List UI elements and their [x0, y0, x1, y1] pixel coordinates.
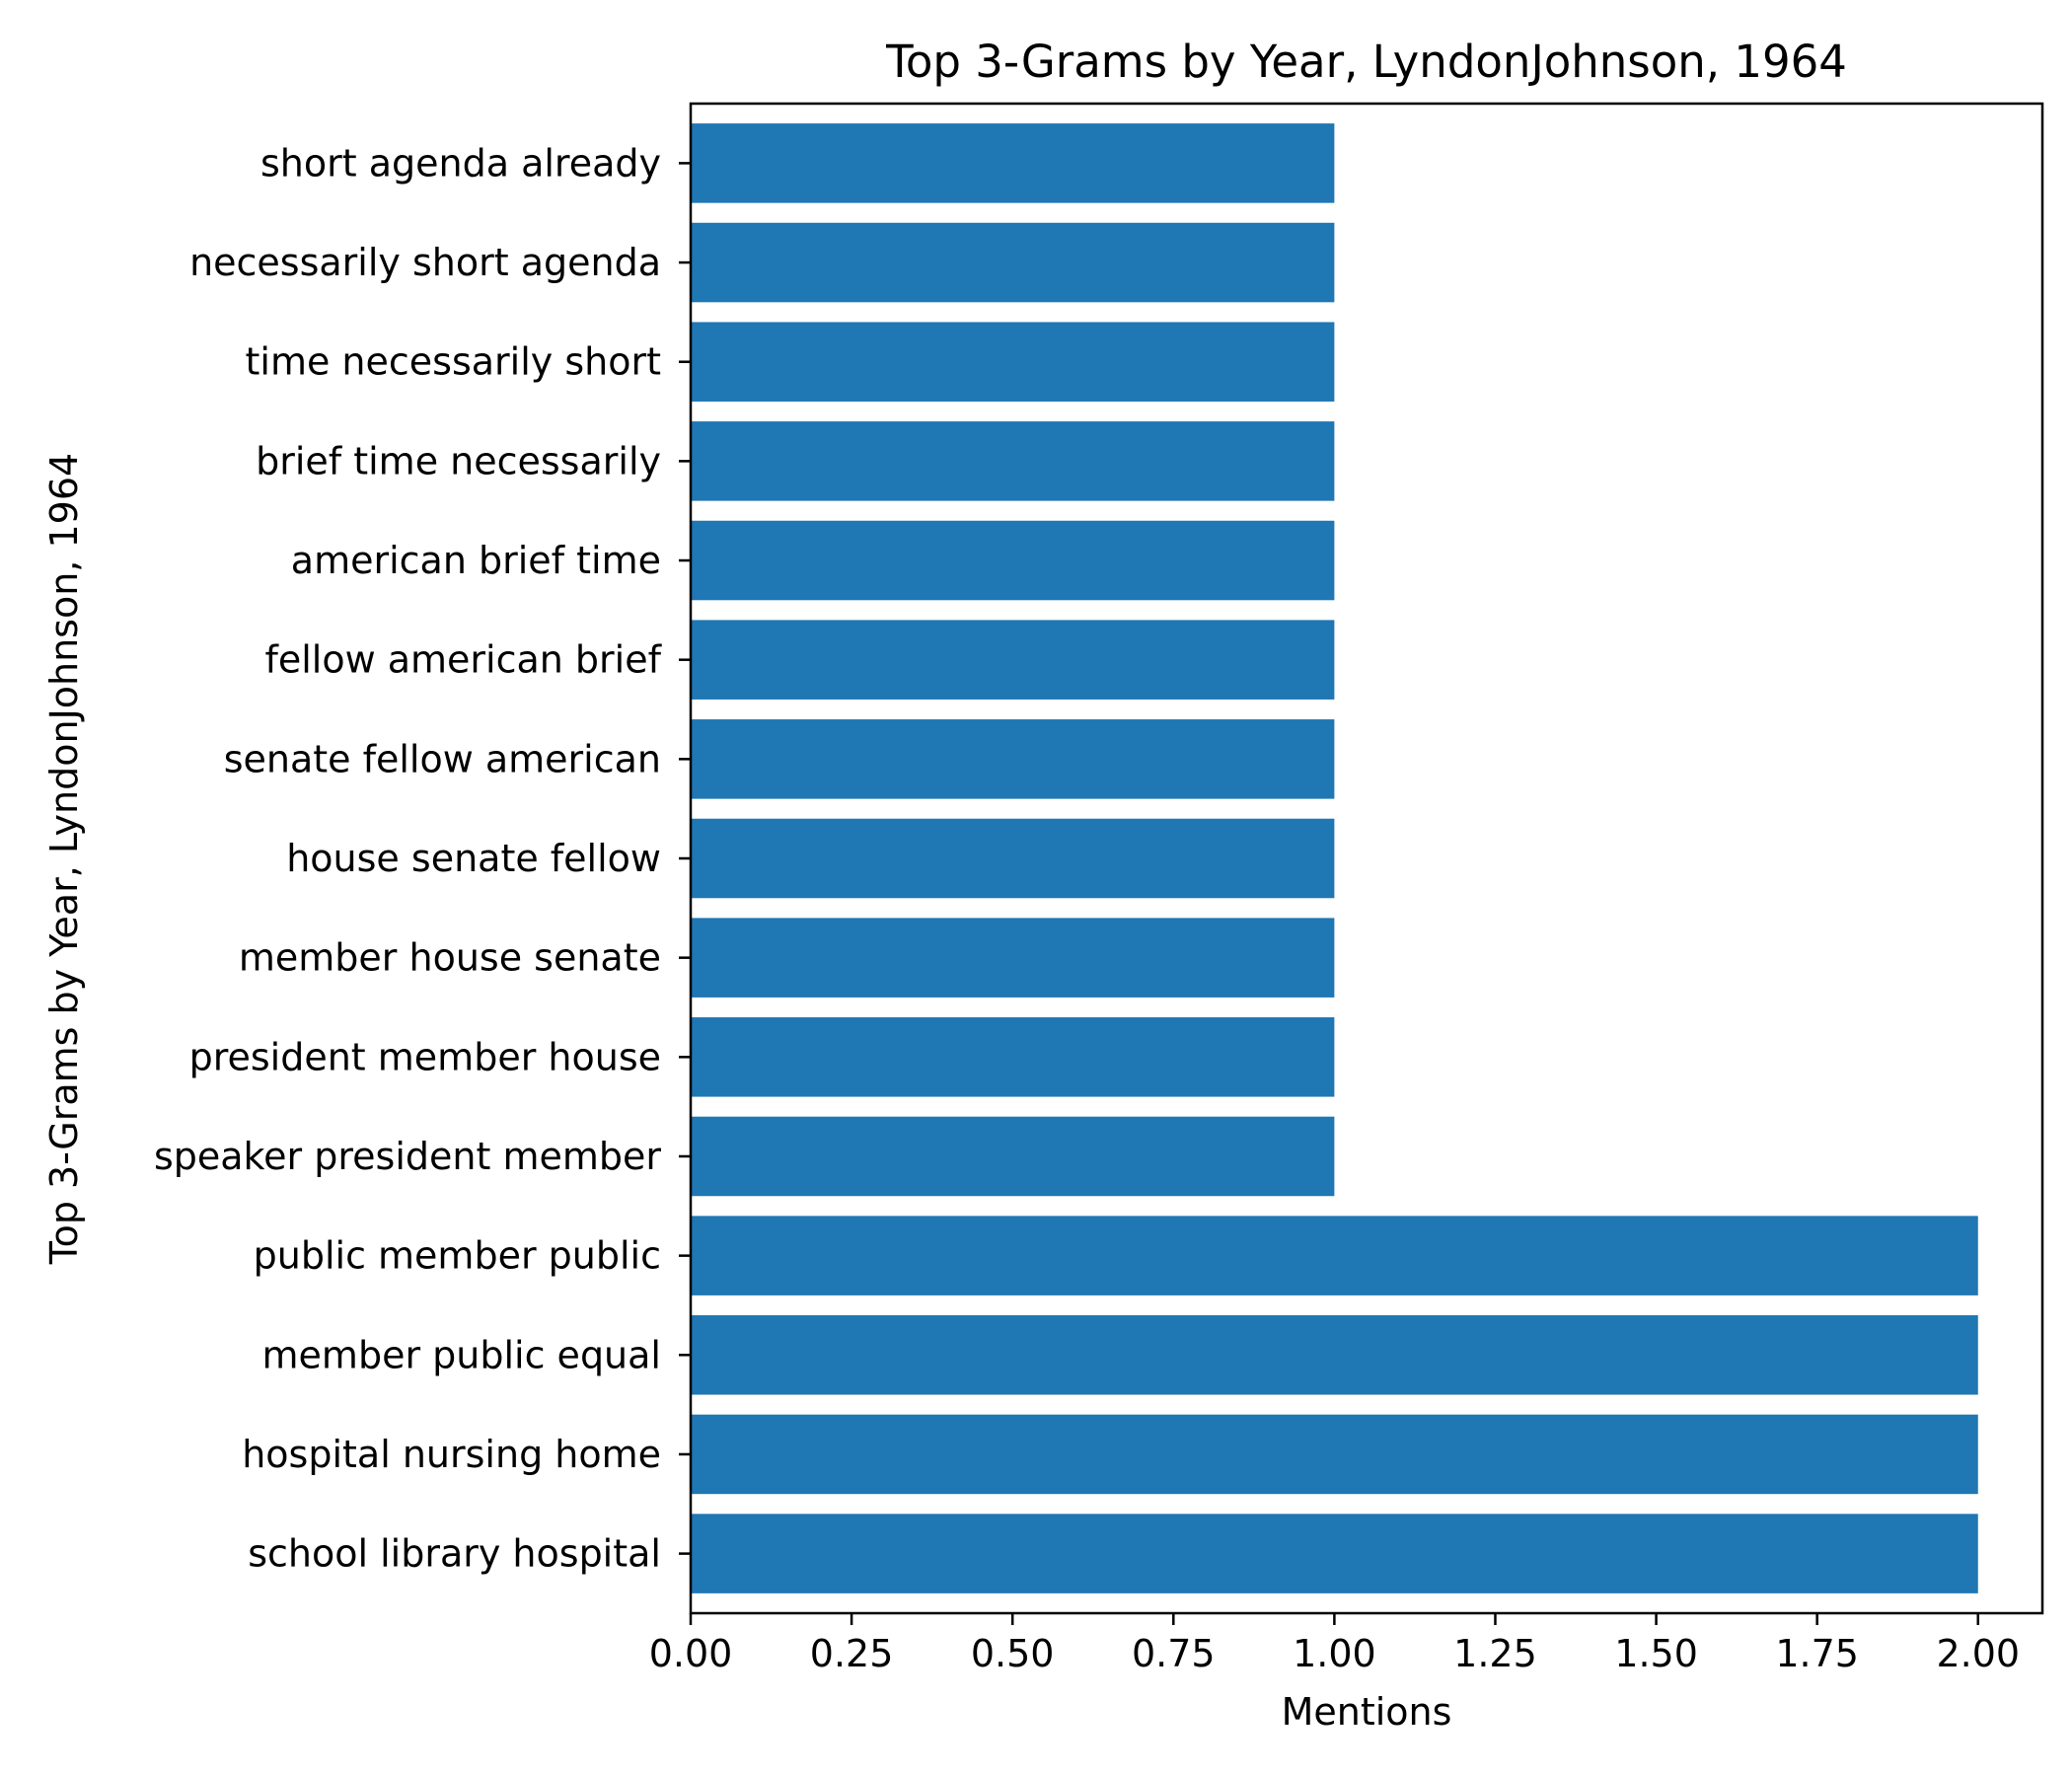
x-tick-label: 0.75: [1132, 1632, 1216, 1675]
bar: [691, 1514, 1978, 1593]
y-tick-label: public member public: [254, 1234, 661, 1278]
y-tick-label: speaker president member: [154, 1135, 661, 1178]
bar: [691, 719, 1335, 799]
bar: [691, 620, 1335, 700]
x-tick-label: 0.25: [810, 1632, 894, 1675]
bar: [691, 1216, 1978, 1295]
y-tick-label: american brief time: [291, 539, 661, 582]
x-tick-label: 1.50: [1614, 1632, 1698, 1675]
bar: [691, 818, 1335, 899]
x-tick-label: 1.00: [1293, 1632, 1376, 1675]
y-tick-label: hospital nursing home: [242, 1433, 661, 1476]
y-tick-label: house senate fellow: [286, 837, 661, 880]
bar: [691, 1315, 1978, 1395]
x-axis-label: Mentions: [1282, 1690, 1452, 1734]
bar: [691, 1414, 1978, 1495]
y-tick-label: short agenda already: [260, 141, 661, 185]
x-tick-label: 2.00: [1936, 1632, 2020, 1675]
bar: [691, 222, 1335, 303]
y-tick-label: senate fellow american: [224, 737, 661, 780]
x-tick-label: 1.75: [1775, 1632, 1859, 1675]
bar: [691, 520, 1335, 601]
y-tick-label: fellow american brief: [264, 638, 662, 682]
y-tick-label: president member house: [189, 1035, 661, 1078]
y-tick-label: brief time necessarily: [256, 439, 661, 482]
bars-layer: [691, 123, 1978, 1593]
y-tick-label: member public equal: [262, 1333, 661, 1376]
x-tick-label: 1.25: [1453, 1632, 1537, 1675]
y-tick-label: necessarily short agenda: [189, 241, 661, 284]
x-tick-label: 0.50: [971, 1632, 1055, 1675]
ticks-layer: school library hospital hospital nursing …: [154, 141, 2020, 1675]
y-axis-label: Top 3-Grams by Year, LyndonJohnson, 1964: [42, 453, 86, 1265]
bar: [691, 123, 1335, 203]
chart-title: Top 3-Grams by Year, LyndonJohnson, 1964: [885, 36, 1847, 88]
plot-frame: [689, 102, 2044, 1615]
bar: [691, 421, 1335, 501]
y-tick-label: school library hospital: [248, 1532, 661, 1576]
bar: [691, 322, 1335, 402]
y-tick-label: member house senate: [239, 936, 661, 980]
bar: [691, 918, 1335, 998]
x-tick-label: 0.00: [649, 1632, 733, 1675]
bar: [691, 1017, 1335, 1097]
y-tick-label: time necessarily short: [245, 340, 661, 384]
bar: [691, 1116, 1335, 1197]
